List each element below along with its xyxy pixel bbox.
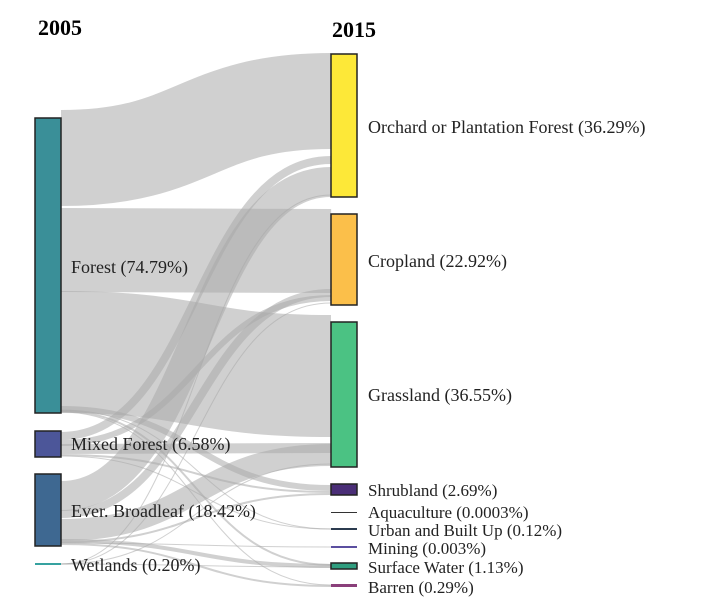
link-wetlands-to-grassland: [60, 463, 332, 565]
label-forest: Forest (74.79%): [71, 257, 188, 278]
label-wetlands: Wetlands (0.20%): [71, 555, 201, 576]
link-broadleaf-to-grassland: [60, 444, 332, 541]
label-urban-built-up: Urban and Built Up (0.12%): [368, 521, 562, 540]
node-mining: [331, 546, 357, 548]
link-broadleaf-to-surface: [60, 539, 332, 568]
link-broadleaf-to-orchard: [59, 167, 333, 511]
label-barren: Barren (0.29%): [368, 578, 474, 597]
node-urban-built-up: [331, 528, 357, 530]
link-wetlands-to-cropland: [60, 302, 332, 565]
node-wetlands: [35, 563, 61, 565]
label-aquaculture: Aquaculture (0.0003%): [368, 503, 529, 522]
node-forest: [34, 117, 62, 414]
right-column-title: 2015: [332, 17, 376, 42]
node-aquaculture: [331, 512, 357, 513]
link-forest-to-urban: [60, 409, 332, 530]
node-cropland: [330, 213, 358, 306]
node-barren: [331, 584, 357, 587]
label-orchard-plantation-forest: Orchard or Plantation Forest (36.29%): [368, 117, 645, 138]
link-forest-to-orchard: [60, 53, 332, 206]
link-mixed-to-orchard: [60, 156, 332, 440]
label-grassland: Grassland (36.55%): [368, 385, 512, 406]
label-mining: Mining (0.003%): [368, 539, 486, 558]
label-mixed-forest: Mixed Forest (6.58%): [71, 434, 230, 455]
link-wetlands-to-surface: [60, 563, 332, 568]
node-shrubland: [330, 483, 358, 496]
node-grassland: [330, 321, 358, 468]
link-broadleaf-to-shrubland: [60, 493, 332, 543]
link-wetlands-to-orchard: [60, 194, 332, 565]
node-evergreen-broadleaf: [34, 473, 62, 547]
label-evergreen-broadleaf: Ever. Broadleaf (18.42%): [71, 501, 256, 522]
label-surface-water: Surface Water (1.13%): [368, 558, 524, 577]
link-broadleaf-to-cropland: [60, 289, 332, 518]
flow-links: [59, 53, 333, 587]
node-surface-water: [330, 562, 358, 570]
node-mixed-forest: [34, 430, 62, 458]
link-mixed-to-shrubland: [60, 454, 332, 493]
link-broadleaf-to-mining: [60, 542, 332, 548]
label-cropland: Cropland (22.92%): [368, 251, 507, 272]
label-shrubland: Shrubland (2.69%): [368, 481, 497, 500]
link-forest-to-cropland: [60, 208, 332, 293]
left-column-title: 2005: [38, 15, 82, 40]
node-orchard-plantation-forest: [330, 53, 358, 198]
